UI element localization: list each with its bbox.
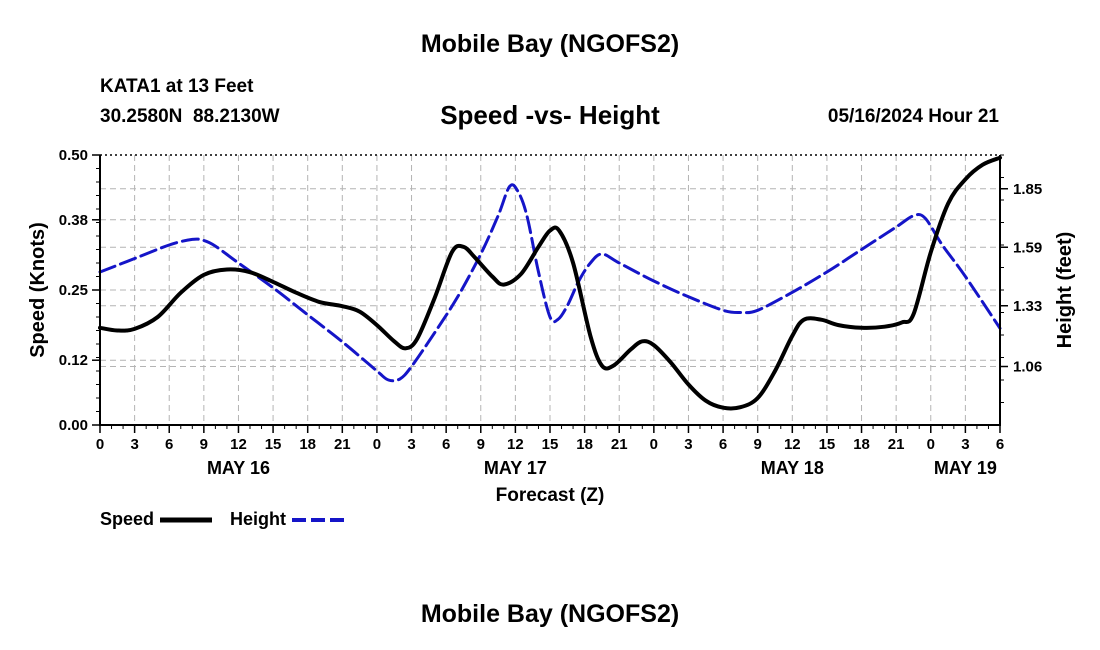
y-axis-title-right: Height (feet)	[1054, 232, 1076, 349]
x-tick-label: 0	[373, 436, 381, 453]
forecast-date: 05/16/2024 Hour 21	[827, 106, 999, 127]
height-series-line	[98, 183, 1002, 383]
x-axis-title: Forecast (Z)	[496, 485, 605, 506]
x-date-label: MAY 16	[207, 458, 270, 478]
x-tick-label: 21	[888, 436, 905, 453]
x-tick-label: 12	[784, 436, 801, 453]
y-tick-label-left: 0.25	[59, 282, 88, 299]
footer-title: Mobile Bay (NGOFS2)	[420, 600, 680, 628]
x-tick-label: 9	[200, 436, 208, 453]
x-tick-label: 0	[96, 436, 104, 453]
x-tick-label: 18	[576, 436, 593, 453]
x-date-label: MAY 17	[484, 458, 547, 478]
x-tick-label: 15	[265, 436, 282, 453]
station-label: KATA1 at 13 Feet	[100, 76, 254, 97]
x-tick-label: 0	[650, 436, 658, 453]
speed-series-line	[98, 155, 1002, 411]
axes-layer	[92, 154, 1008, 433]
x-tick-label: 15	[819, 436, 836, 453]
y-axis-title-left: Speed (Knots)	[27, 222, 49, 358]
series-layer	[98, 155, 1002, 411]
chart-title: Mobile Bay (NGOFS2)	[420, 30, 680, 58]
x-tick-label: 12	[507, 436, 524, 453]
x-tick-label: 18	[853, 436, 870, 453]
x-tick-label: 3	[407, 436, 415, 453]
legend-layer: Speed Height	[100, 509, 344, 529]
labels-layer: 0 3 6 9 12 15 18 21 0 3 6 9 12 15 18 21 0 3 6 9 12 15 18 21 0 3 6 M…	[27, 147, 1076, 506]
x-tick-label: 3	[684, 436, 692, 453]
y-tick-label-left: 0.12	[59, 352, 88, 369]
chart-subtitle: Speed -vs- Height	[440, 100, 660, 130]
x-date-label: MAY 18	[761, 458, 824, 478]
station-coordinates: 30.2580N 88.2130W	[100, 106, 280, 127]
x-tick-label: 6	[996, 436, 1004, 453]
x-tick-label: 6	[442, 436, 450, 453]
y-tick-label-left: 0.50	[59, 147, 88, 164]
x-tick-label: 0	[927, 436, 935, 453]
y-tick-label-left: 0.38	[59, 212, 88, 229]
x-tick-label: 9	[754, 436, 762, 453]
legend-speed-label: Speed	[100, 509, 154, 529]
grid-layer	[100, 154, 1000, 425]
x-tick-label: 9	[477, 436, 485, 453]
y-tick-label-left: 0.00	[59, 417, 88, 434]
y-tick-label-right: 1.33	[1013, 298, 1042, 315]
x-tick-label: 21	[334, 436, 351, 453]
x-tick-label: 21	[611, 436, 628, 453]
x-tick-label: 3	[961, 436, 969, 453]
x-tick-label: 6	[719, 436, 727, 453]
x-date-label: MAY 19	[934, 458, 997, 478]
y-tick-label-right: 1.06	[1013, 359, 1042, 376]
x-tick-label: 6	[165, 436, 173, 453]
y-tick-label-right: 1.85	[1013, 181, 1042, 198]
x-tick-label: 12	[230, 436, 247, 453]
x-tick-label: 3	[130, 436, 138, 453]
x-tick-label: 18	[299, 436, 316, 453]
legend-height-label: Height	[230, 509, 286, 529]
y-tick-label-right: 1.59	[1013, 239, 1042, 256]
x-tick-label: 15	[542, 436, 559, 453]
